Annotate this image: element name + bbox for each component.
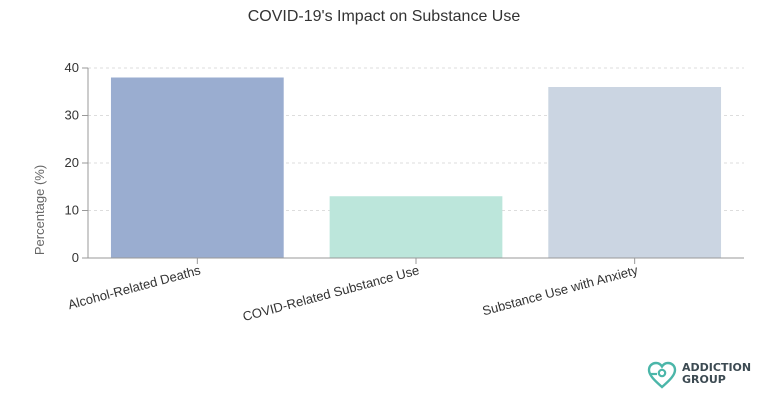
- bars: [110, 77, 722, 258]
- bar: [329, 196, 503, 258]
- y-tick-label: 20: [65, 155, 79, 170]
- x-tick-label: Substance Use with Anxiety: [481, 262, 640, 318]
- x-tick-label: Alcohol-Related Deaths: [66, 262, 202, 312]
- heart-pin-icon: [647, 361, 677, 389]
- addiction-group-logo: ADDICTION GROUP: [646, 360, 766, 392]
- y-tick-label: 10: [65, 203, 79, 218]
- y-axis-label: Percentage (%): [32, 165, 47, 255]
- y-tick-label: 40: [65, 60, 79, 75]
- y-axis-ticks: 0 10 20 30 40: [65, 60, 88, 265]
- logo-line2: GROUP: [682, 373, 726, 386]
- y-tick-label: 0: [72, 250, 79, 265]
- x-tick-label: COVID-Related Substance Use: [241, 262, 421, 324]
- logo-text: ADDICTION GROUP: [682, 362, 751, 386]
- y-tick-label: 30: [65, 108, 79, 123]
- bar: [110, 77, 284, 258]
- logo-line1: ADDICTION: [682, 361, 752, 374]
- x-axis-ticks: Alcohol-Related Deaths COVID-Related Subs…: [66, 258, 640, 324]
- chart-title: COVID-19's Impact on Substance Use: [247, 8, 521, 25]
- bar: [548, 87, 722, 258]
